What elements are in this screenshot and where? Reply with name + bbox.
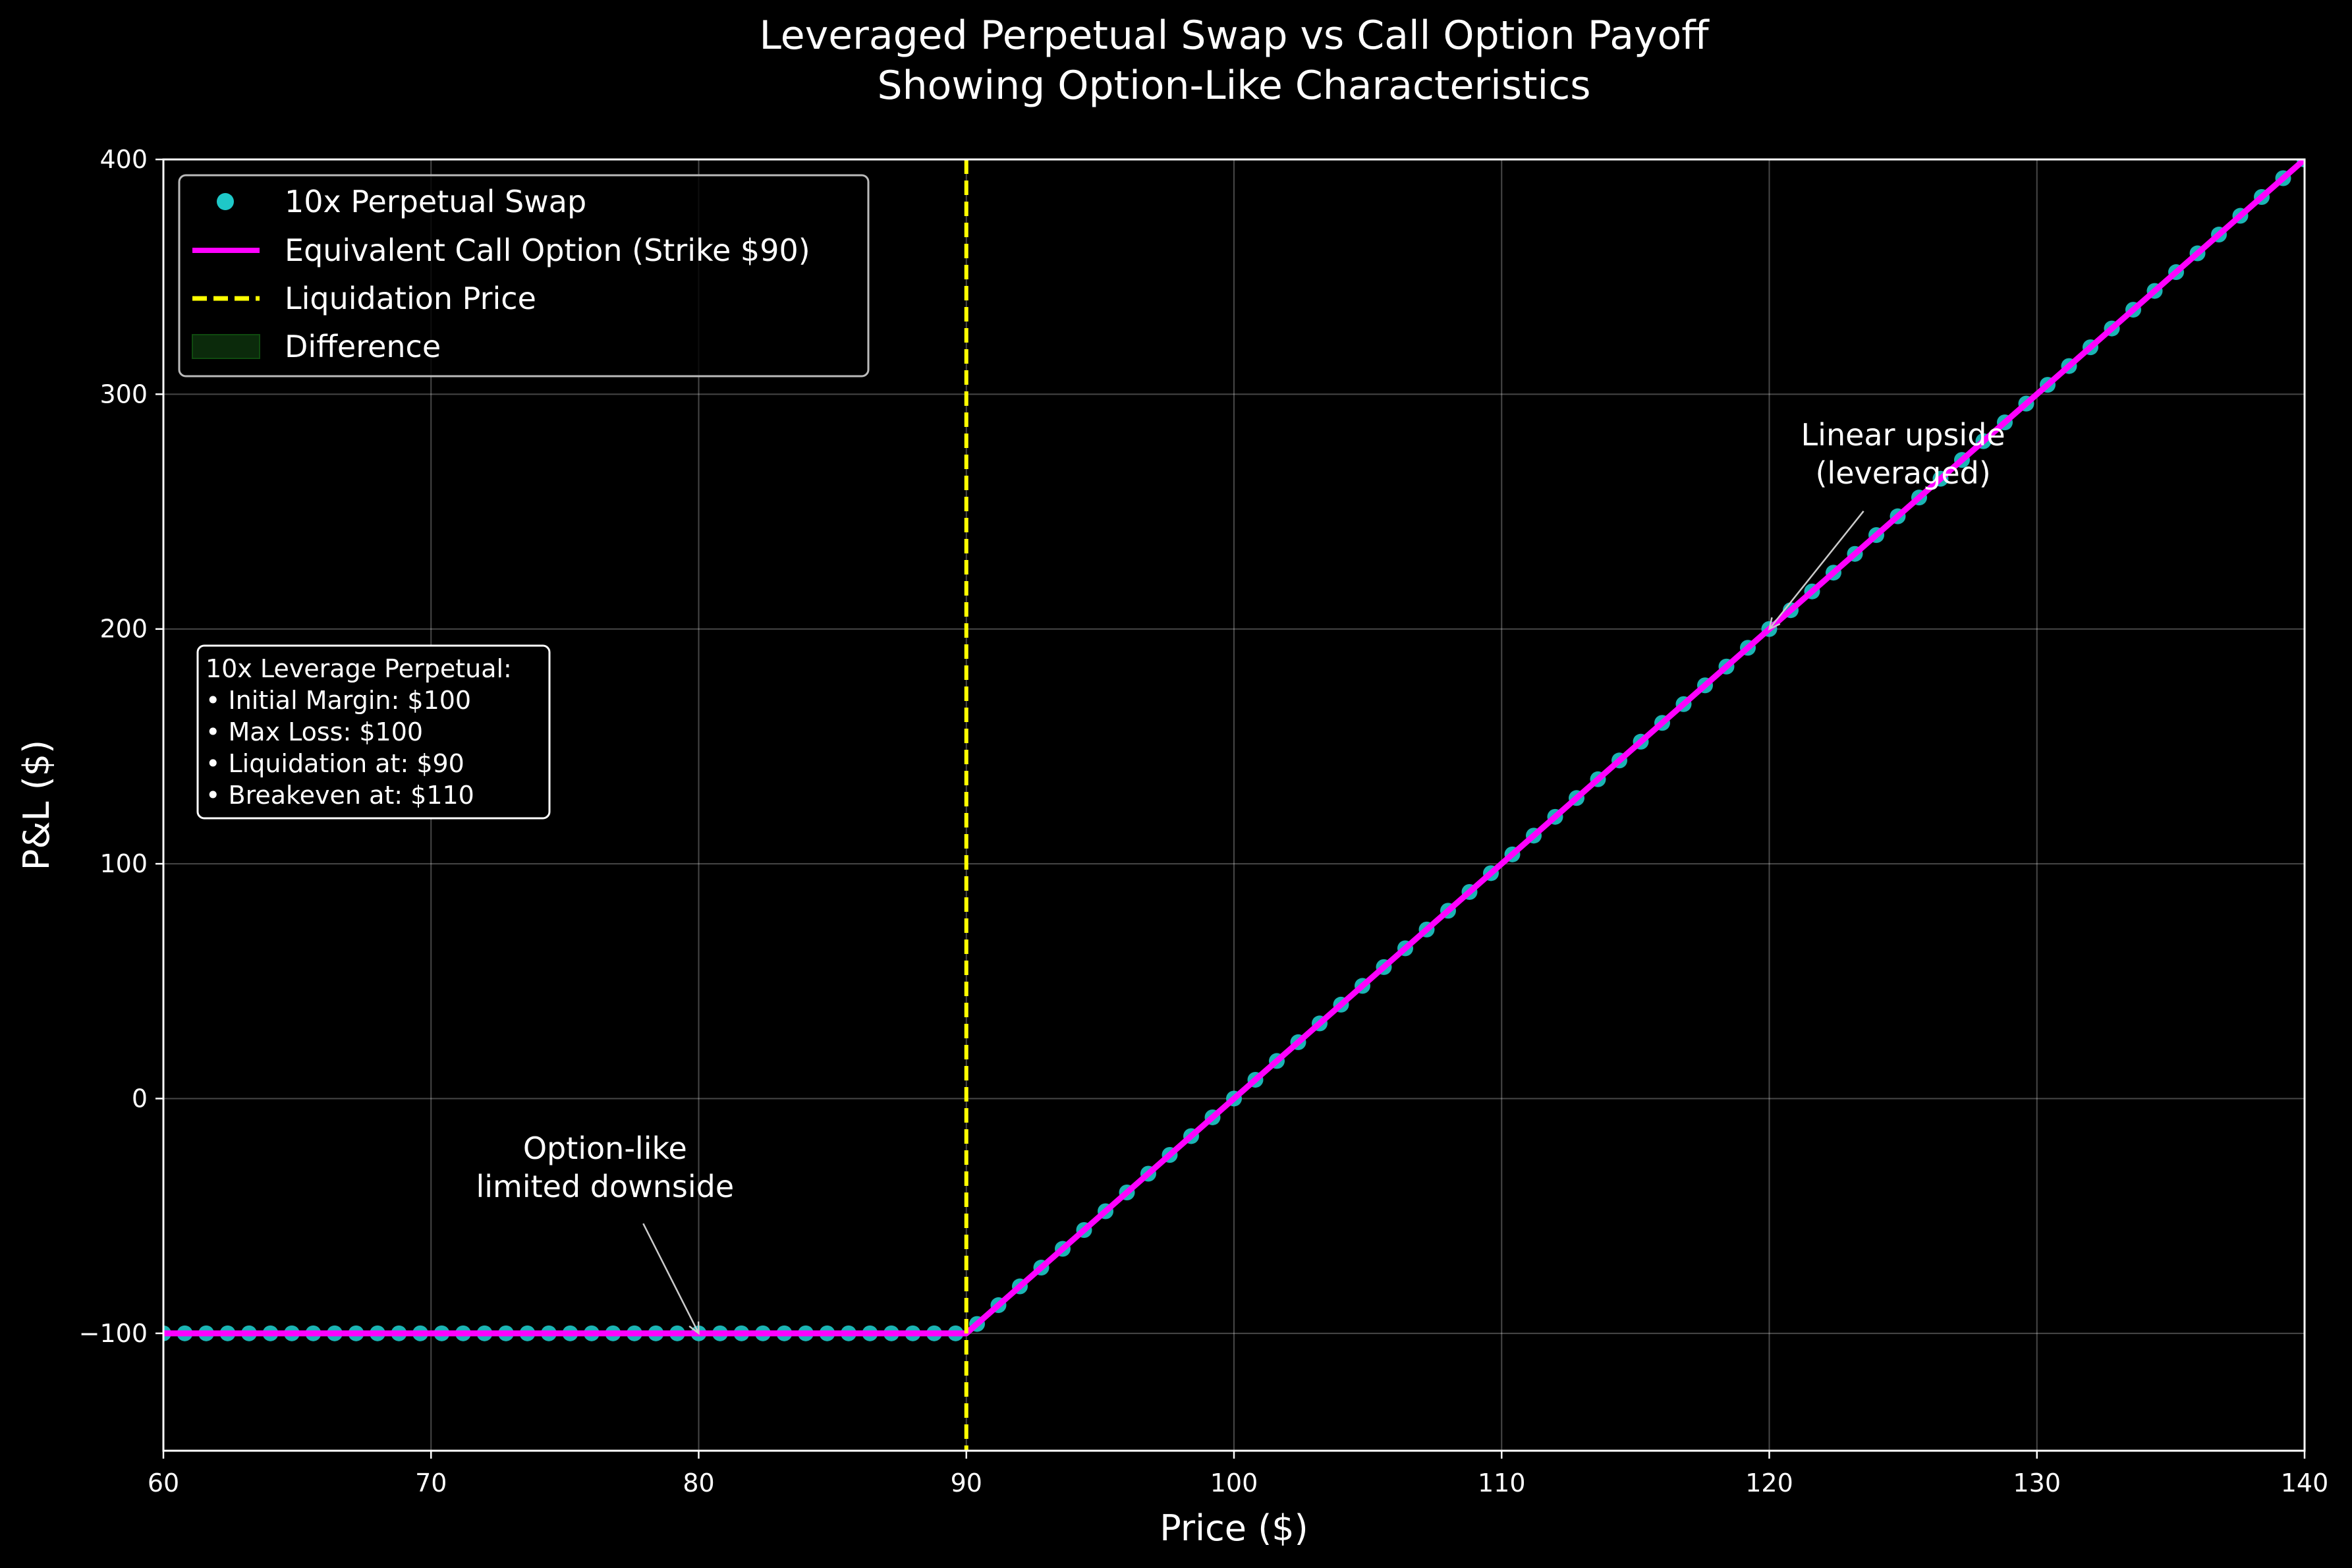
legend-difference-swatch — [192, 334, 260, 359]
annotation-arrow — [1768, 511, 1864, 630]
annotation-arrowhead — [688, 1321, 700, 1335]
annotation-text: limited downside — [476, 1169, 734, 1204]
x-tick-label: 80 — [683, 1469, 714, 1498]
info-box-line: 10x Leverage Perpetual: — [206, 654, 512, 683]
annotation-text: (leveraged) — [1815, 455, 1990, 491]
annotation-arrowhead — [1768, 617, 1781, 630]
annotation-text: Linear upside — [1801, 417, 2005, 453]
chart-title-line2: Showing Option-Like Characteristics — [878, 63, 1591, 109]
annotation-text: Option-like — [523, 1131, 687, 1166]
y-tick-label: 0 — [132, 1084, 148, 1113]
x-tick-label: 140 — [2281, 1469, 2329, 1498]
info-box-line: • Initial Margin: $100 — [206, 686, 471, 715]
x-tick-label: 110 — [1478, 1469, 1526, 1498]
info-box-frame — [196, 644, 551, 820]
y-tick-label: −100 — [79, 1319, 148, 1348]
x-tick-label: 100 — [1210, 1469, 1258, 1498]
y-axis-label: P&L ($) — [16, 740, 57, 870]
y-tick-label: 300 — [99, 379, 148, 408]
info-box: 10x Leverage Perpetual: • Initial Margin… — [196, 644, 551, 820]
x-tick-label: 130 — [2013, 1469, 2061, 1498]
x-tick-label: 70 — [415, 1469, 447, 1498]
info-box-line: • Max Loss: $100 — [206, 717, 423, 746]
info-box-line: • Breakeven at: $110 — [206, 781, 474, 810]
chart-title-line1: Leveraged Perpetual Swap vs Call Option … — [759, 13, 1710, 59]
y-tick-label: 400 — [99, 145, 148, 174]
info-box-line: • Liquidation at: $90 — [206, 749, 464, 778]
legend-swap-marker — [217, 193, 234, 210]
x-axis-label: Price ($) — [1160, 1507, 1308, 1549]
x-tick-label: 60 — [148, 1469, 179, 1498]
annotation-arrow — [642, 1223, 700, 1334]
x-tick-label: 120 — [1745, 1469, 1793, 1498]
legend-swap-label: 10x Perpetual Swap — [285, 184, 586, 219]
legend-difference-label: Difference — [285, 329, 441, 364]
legend-call-label: Equivalent Call Option (Strike $90) — [285, 233, 810, 268]
legend-frame — [178, 174, 870, 378]
axis-ticks: 60 70 80 90 100 110 120 130 140 −100 0 100 200 300 400 — [79, 145, 2329, 1498]
legend-liquidation-label: Liquidation Price — [285, 281, 536, 316]
y-tick-label: 200 — [99, 615, 148, 644]
legend: 10x Perpetual Swap Equivalent Call Optio… — [178, 174, 870, 378]
series-layer — [163, 159, 2305, 1451]
x-tick-label: 90 — [951, 1469, 982, 1498]
y-tick-label: 100 — [99, 849, 148, 878]
